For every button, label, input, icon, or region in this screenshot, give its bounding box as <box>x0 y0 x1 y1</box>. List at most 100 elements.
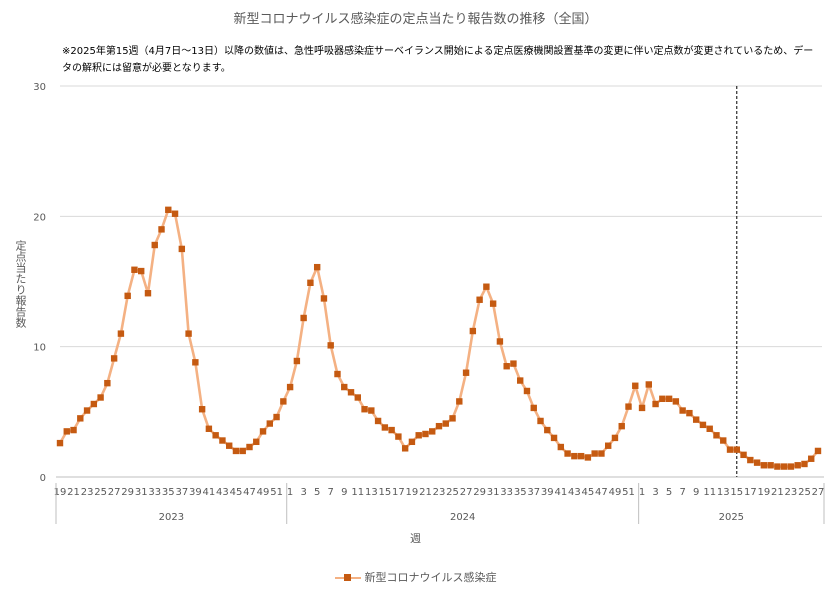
x-tick-label: 13 <box>365 487 378 498</box>
data-point <box>435 422 443 430</box>
data-point <box>571 452 578 460</box>
data-point <box>422 430 429 438</box>
data-point <box>158 226 165 233</box>
data-point <box>300 314 307 322</box>
x-tick-label: 41 <box>554 487 567 498</box>
x-tick-label: 25 <box>94 487 107 498</box>
x-axis-label: 週 <box>410 532 421 545</box>
x-tick-label: 39 <box>189 487 202 498</box>
data-point <box>564 450 571 457</box>
data-point <box>381 424 389 431</box>
data-point <box>774 463 781 470</box>
data-point <box>801 460 808 468</box>
x-tick-label: 9 <box>341 487 347 498</box>
x-tick-label: 11 <box>351 487 364 498</box>
x-tick-label: 7 <box>328 487 334 498</box>
data-point <box>462 369 470 376</box>
data-point <box>104 379 111 387</box>
data-point <box>632 382 639 389</box>
x-tick-label: 19 <box>54 487 67 498</box>
data-point <box>117 330 125 337</box>
legend: 新型コロナウイルス感染症 <box>0 569 831 585</box>
data-point <box>198 406 206 413</box>
data-point <box>625 403 632 410</box>
year-label-2023: 2023 <box>159 512 184 523</box>
x-tick-label: 7 <box>679 487 685 498</box>
data-point <box>469 327 477 335</box>
data-point <box>679 407 686 414</box>
x-tick-label: 45 <box>582 487 595 498</box>
data-point <box>368 407 375 414</box>
data-point <box>496 338 504 345</box>
x-tick-label: 29 <box>473 487 486 498</box>
data-point <box>361 406 368 413</box>
x-tick-label: 31 <box>135 487 148 498</box>
data-point <box>151 241 158 249</box>
data-point <box>726 446 734 453</box>
x-tick-label: 11 <box>703 487 716 498</box>
x-tick-label: 13 <box>717 487 730 498</box>
data-point <box>192 359 199 366</box>
data-point <box>699 421 707 429</box>
data-point <box>90 400 98 408</box>
data-point <box>408 438 416 446</box>
data-point <box>341 383 348 391</box>
data-point <box>266 420 273 427</box>
data-point <box>429 428 436 435</box>
data-point <box>537 417 544 425</box>
x-tick-label: 5 <box>314 487 320 498</box>
chart-title: 新型コロナウイルス感染症の定点当たり報告数の推移（全国） <box>233 12 598 27</box>
x-tick-label: 37 <box>175 487 188 498</box>
x-tick-label: 9 <box>693 487 699 498</box>
x-tick-label: 43 <box>568 487 581 498</box>
data-point <box>503 363 510 370</box>
data-point <box>273 413 280 421</box>
y-tick-label: 20 <box>33 212 46 223</box>
data-point <box>733 446 740 453</box>
data-point <box>320 295 328 302</box>
data-point <box>138 267 145 275</box>
data-point <box>56 439 64 447</box>
data-point <box>638 404 646 412</box>
y-tick-label: 30 <box>33 82 46 93</box>
data-point <box>808 455 815 462</box>
data-point <box>347 389 355 396</box>
data-point <box>456 398 463 405</box>
data-point <box>97 394 104 401</box>
data-point <box>787 463 795 470</box>
data-point <box>550 434 558 442</box>
y-tick-label: 0 <box>40 473 46 484</box>
data-point <box>219 437 226 444</box>
data-point <box>286 383 294 391</box>
data-point <box>374 417 382 425</box>
data-point <box>780 463 788 470</box>
x-tick-label: 33 <box>148 487 161 498</box>
data-point <box>354 394 361 401</box>
x-tick-label: 21 <box>771 487 784 498</box>
x-tick-label: 45 <box>230 487 243 498</box>
x-tick-label: 21 <box>67 487 80 498</box>
x-tick-label: 23 <box>81 487 94 498</box>
x-tick-label: 23 <box>785 487 798 498</box>
x-tick-label: 47 <box>595 487 608 498</box>
data-point <box>692 416 700 423</box>
data-point <box>523 387 531 395</box>
x-tick-label: 51 <box>270 487 283 498</box>
gridlines <box>60 85 822 478</box>
data-point <box>489 300 497 307</box>
x-tick-label: 33 <box>500 487 513 498</box>
data-point <box>327 342 334 349</box>
data-point <box>131 266 138 273</box>
x-tick-label: 15 <box>378 487 391 498</box>
data-point <box>313 263 321 271</box>
data-point <box>557 443 565 451</box>
x-tick-label: 41 <box>203 487 216 498</box>
data-point <box>185 330 192 337</box>
data-point <box>740 451 747 459</box>
data-point <box>307 279 314 286</box>
x-tick-label: 49 <box>257 487 270 498</box>
data-point <box>747 456 754 464</box>
data-point <box>415 432 422 439</box>
